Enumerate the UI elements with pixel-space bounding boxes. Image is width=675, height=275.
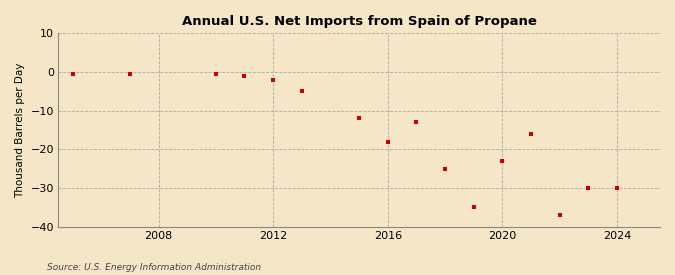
Y-axis label: Thousand Barrels per Day: Thousand Barrels per Day bbox=[15, 62, 25, 198]
Title: Annual U.S. Net Imports from Spain of Propane: Annual U.S. Net Imports from Spain of Pr… bbox=[182, 15, 537, 28]
Text: Source: U.S. Energy Information Administration: Source: U.S. Energy Information Administ… bbox=[47, 263, 261, 272]
